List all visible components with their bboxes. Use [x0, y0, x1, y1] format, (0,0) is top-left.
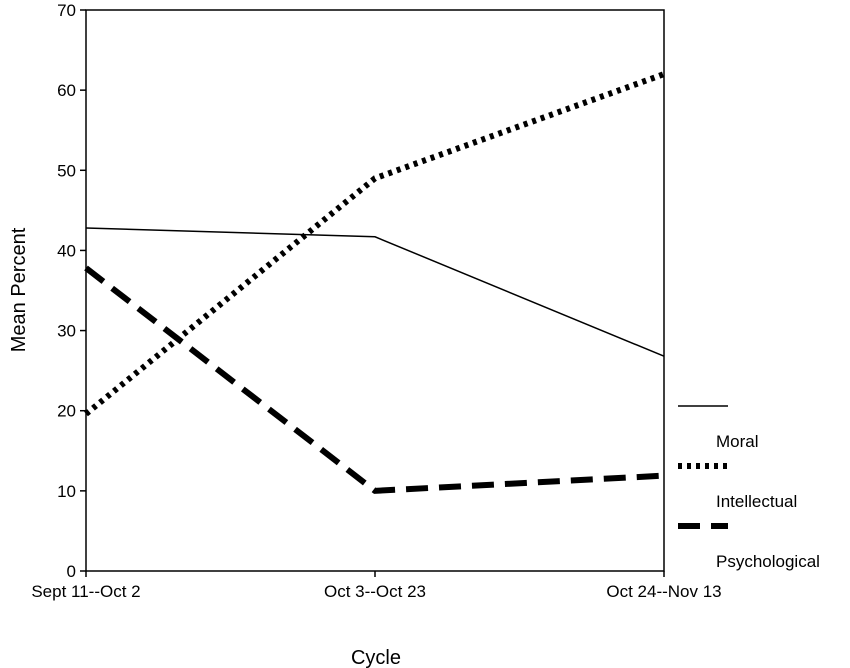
- legend-label-intellectual: Intellectual: [716, 492, 797, 511]
- y-tick-label: 60: [57, 81, 76, 100]
- y-tick-label: 50: [57, 161, 76, 180]
- y-tick-label: 0: [67, 562, 76, 581]
- series-lines: [84, 71, 666, 494]
- x-axis-ticks: Sept 11--Oct 2 Oct 3--Oct 23 Oct 24--Nov 1…: [31, 571, 722, 601]
- y-tick-label: 20: [57, 402, 76, 421]
- y-axis-title: Mean Percent: [8, 227, 30, 352]
- y-tick-label: 40: [57, 241, 76, 260]
- y-tick-label: 70: [57, 1, 76, 20]
- x-tick-label: Sept 11--Oct 2: [31, 582, 140, 601]
- x-tick-label: Oct 24--Nov 13: [606, 582, 721, 601]
- y-axis-ticks: 0 10 20 30 40 50 60 70: [57, 1, 86, 581]
- x-tick-label: Oct 3--Oct 23: [324, 582, 426, 601]
- x-axis-title: Cycle: [351, 647, 401, 668]
- series-line-psychological: [84, 265, 665, 494]
- series-line-moral: [85, 227, 665, 357]
- series-line-intellectual: [84, 71, 666, 417]
- legend-label-psychological: Psychological: [716, 552, 820, 571]
- legend: Moral Intellectual Psychological: [678, 405, 820, 571]
- y-tick-label: 30: [57, 322, 76, 341]
- legend-label-moral: Moral: [716, 432, 759, 451]
- y-tick-label: 10: [57, 482, 76, 501]
- plot-frame: [85, 9, 665, 572]
